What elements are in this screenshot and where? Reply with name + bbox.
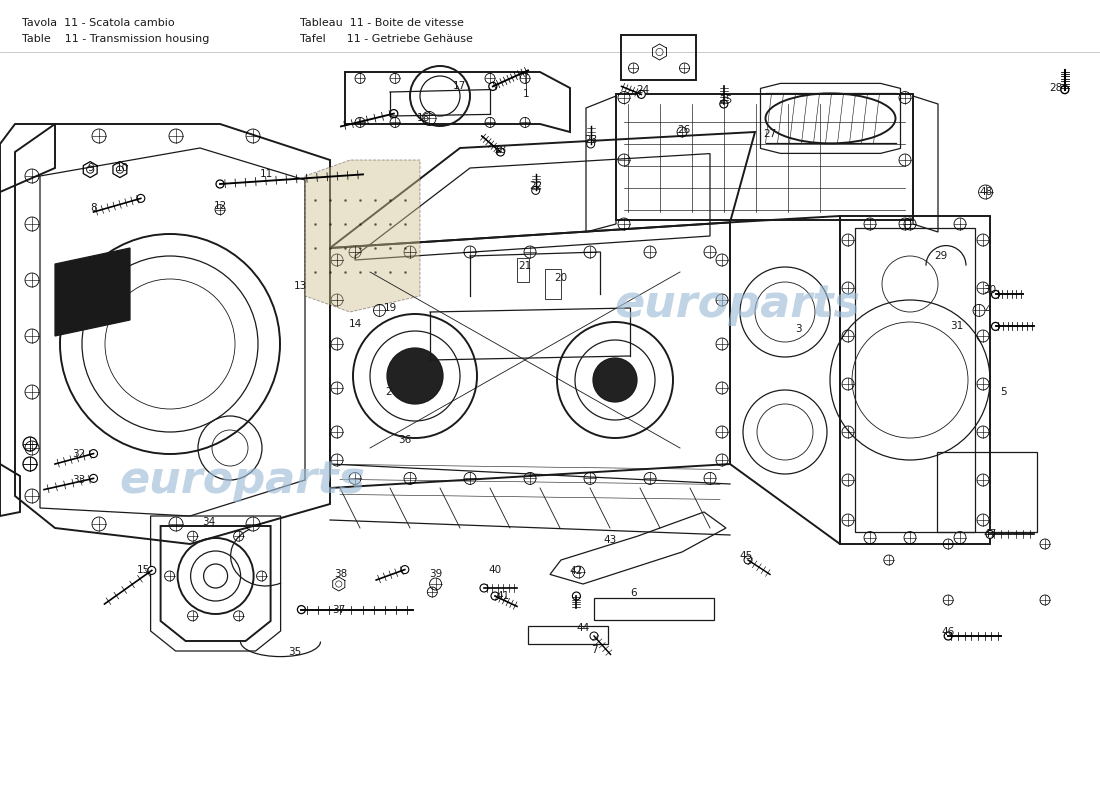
Bar [528, 626, 608, 644]
Text: europarts: europarts [119, 458, 365, 502]
Text: europarts: europarts [614, 282, 860, 326]
Text: 47: 47 [983, 530, 997, 539]
Text: 9: 9 [87, 163, 94, 173]
Text: 39: 39 [429, 570, 442, 579]
Text: 19: 19 [384, 303, 397, 313]
Text: 23: 23 [584, 135, 597, 145]
Text: 4: 4 [984, 306, 991, 315]
Text: 29: 29 [934, 251, 947, 261]
Text: 45: 45 [739, 551, 752, 561]
Polygon shape [305, 160, 420, 312]
Circle shape [387, 348, 443, 404]
Circle shape [216, 180, 224, 188]
Text: 31: 31 [950, 322, 964, 331]
Text: 21: 21 [518, 261, 531, 270]
Circle shape [944, 632, 953, 640]
Text: 27: 27 [763, 130, 777, 139]
Text: 10: 10 [116, 163, 129, 173]
Circle shape [991, 290, 1000, 298]
Circle shape [586, 140, 595, 148]
Text: 20: 20 [554, 274, 568, 283]
Text: 34: 34 [202, 517, 216, 526]
Circle shape [590, 632, 598, 640]
Text: 2: 2 [385, 387, 392, 397]
Circle shape [572, 592, 581, 600]
Text: 38: 38 [334, 570, 348, 579]
Circle shape [496, 148, 505, 156]
Text: 6: 6 [630, 588, 637, 598]
Text: 43: 43 [604, 535, 617, 545]
Circle shape [89, 450, 98, 458]
Text: 22: 22 [529, 182, 542, 191]
Text: Tableau  11 - Boite de vitesse: Tableau 11 - Boite de vitesse [300, 18, 464, 28]
Circle shape [637, 90, 646, 98]
Circle shape [593, 358, 637, 402]
Circle shape [480, 584, 488, 592]
Circle shape [389, 110, 398, 118]
Text: 48: 48 [979, 187, 992, 197]
Bar [594, 598, 714, 620]
Text: 33: 33 [73, 475, 86, 485]
Text: 42: 42 [570, 566, 583, 576]
Text: 36: 36 [398, 435, 411, 445]
Polygon shape [55, 248, 130, 336]
Text: 7: 7 [591, 646, 597, 655]
Circle shape [531, 186, 540, 194]
Circle shape [136, 194, 145, 202]
Text: 1: 1 [522, 90, 529, 99]
Bar [546, 269, 561, 299]
Text: 11: 11 [260, 170, 273, 179]
Circle shape [1060, 86, 1069, 94]
Circle shape [744, 556, 752, 564]
Text: 8: 8 [90, 203, 97, 213]
Text: 37: 37 [332, 605, 345, 614]
Bar [517, 258, 528, 282]
Text: 13: 13 [294, 282, 307, 291]
Text: 40: 40 [488, 565, 502, 574]
Text: europarts: europarts [614, 282, 860, 326]
Circle shape [297, 606, 306, 614]
Bar [616, 94, 913, 220]
Circle shape [147, 566, 156, 574]
Bar [937, 452, 1037, 532]
Text: 17: 17 [453, 82, 466, 91]
Text: 5: 5 [1000, 387, 1006, 397]
Text: Tavola  11 - Scatola cambio: Tavola 11 - Scatola cambio [22, 18, 175, 28]
Circle shape [488, 82, 497, 90]
Text: europarts: europarts [119, 458, 365, 502]
Text: 46: 46 [942, 627, 955, 637]
Text: 12: 12 [213, 202, 227, 211]
Text: 30: 30 [983, 285, 997, 294]
Text: 26: 26 [678, 126, 691, 135]
Text: 28: 28 [1049, 83, 1063, 93]
Circle shape [986, 530, 994, 538]
Circle shape [400, 566, 409, 574]
Circle shape [719, 100, 728, 108]
Text: Table    11 - Transmission housing: Table 11 - Transmission housing [22, 34, 209, 44]
Text: 44: 44 [576, 623, 590, 633]
Text: 15: 15 [136, 566, 150, 575]
Text: 3: 3 [795, 324, 802, 334]
Text: 41: 41 [496, 591, 509, 601]
Text: 32: 32 [73, 449, 86, 458]
Text: 14: 14 [349, 319, 362, 329]
Text: Tafel      11 - Getriebe Gehäuse: Tafel 11 - Getriebe Gehäuse [300, 34, 473, 44]
Circle shape [491, 592, 499, 600]
Text: 25: 25 [719, 95, 733, 105]
Bar [621, 35, 696, 80]
Circle shape [89, 474, 98, 482]
Text: 24: 24 [636, 86, 649, 95]
Text: 18: 18 [494, 146, 507, 155]
Text: 16: 16 [417, 114, 430, 123]
Text: 35: 35 [288, 647, 301, 657]
Circle shape [991, 322, 1000, 330]
